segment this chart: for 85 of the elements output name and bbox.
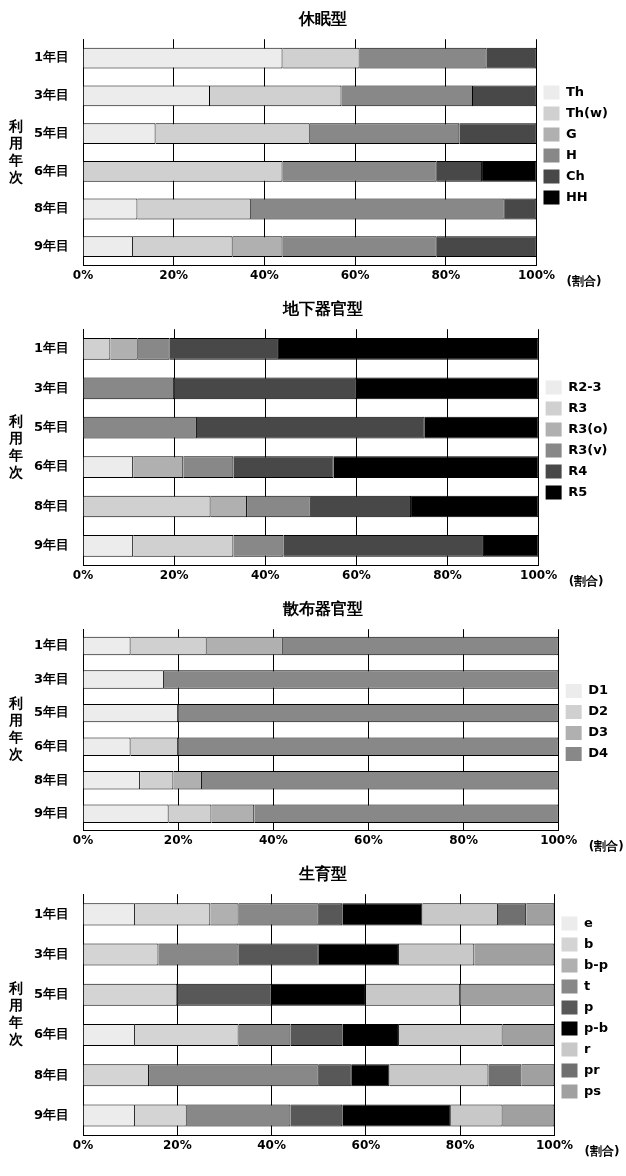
- x-tick-label: 80%: [433, 567, 462, 582]
- y-tick-label: 1年目: [34, 905, 70, 921]
- x-tick-label: 60%: [340, 267, 370, 282]
- y-tick-label: 9年目: [34, 238, 70, 254]
- legend-label: R4: [568, 462, 588, 478]
- legend-label: r: [583, 1040, 591, 1056]
- y-tick-label: 1年目: [34, 340, 70, 356]
- x-tick-label: 60%: [351, 1137, 381, 1152]
- x-tick-label: 0%: [72, 267, 94, 282]
- x-tick-label: 80%: [431, 267, 461, 282]
- chart-title: 休眠型: [298, 8, 347, 28]
- x-tick-label: 100%: [535, 1137, 574, 1152]
- y-tick-label: 3年目: [34, 670, 70, 686]
- y-tick-label: 1年目: [34, 49, 70, 65]
- x-tick-label: 40%: [250, 267, 279, 282]
- y-tick-label: 6年目: [34, 1026, 70, 1042]
- x-tick-label: 40%: [250, 567, 280, 582]
- y-tick-label: 6年目: [34, 738, 70, 754]
- legend-label: b-p: [583, 956, 609, 972]
- y-tick-label: 9年目: [34, 1106, 70, 1122]
- x-tick-label: 20%: [162, 1137, 192, 1152]
- legend-label: pr: [583, 1061, 601, 1077]
- x-axis-title: (割合): [584, 1143, 620, 1158]
- y-tick-label: 9年目: [34, 805, 70, 821]
- chart-title: 散布器官型: [282, 598, 363, 618]
- y-axis-title: 利用年次: [8, 117, 24, 185]
- y-tick-label: 5年目: [34, 124, 70, 140]
- x-axis-title: (割合): [588, 838, 624, 853]
- y-tick-label: 9年目: [34, 537, 70, 553]
- x-tick-label: 80%: [449, 832, 478, 847]
- legend-label: R2-3: [568, 378, 602, 394]
- y-tick-label: 8年目: [34, 771, 70, 787]
- x-tick-label: 20%: [159, 267, 189, 282]
- y-axis-title: 利用年次: [8, 980, 24, 1048]
- legend-label: e: [583, 914, 593, 930]
- legend-label: R3: [568, 399, 588, 415]
- y-tick-label: 5年目: [34, 704, 70, 720]
- x-tick-label: 100%: [517, 267, 556, 282]
- legend-label: Th: [565, 83, 585, 99]
- y-tick-label: 6年目: [34, 458, 70, 474]
- legend-label: Ch: [565, 167, 585, 183]
- legend-label: D2: [588, 703, 609, 719]
- legend-label: t: [583, 977, 591, 993]
- x-tick-label: 60%: [342, 567, 371, 582]
- x-tick-label: 0%: [72, 832, 94, 847]
- legend-label: b: [583, 935, 594, 951]
- legend-label: G: [565, 125, 577, 141]
- x-tick-label: 80%: [445, 1137, 475, 1152]
- legend-label: R5: [568, 483, 588, 499]
- legend-label: D3: [588, 724, 609, 740]
- x-axis-title: (割合): [568, 573, 604, 588]
- y-axis-title: 利用年次: [8, 695, 24, 763]
- y-tick-label: 5年目: [34, 986, 70, 1002]
- legend-label: Th(w): [565, 104, 608, 120]
- legend-label: H: [565, 146, 577, 162]
- y-axis-title: 利用年次: [8, 412, 24, 480]
- x-tick-label: 100%: [520, 567, 558, 582]
- legend-label: p-b: [583, 1019, 609, 1035]
- chart-title: 生育型: [298, 863, 347, 883]
- x-tick-label: 60%: [354, 832, 383, 847]
- y-tick-label: 3年目: [34, 379, 70, 395]
- legend-label: R3(v): [568, 441, 608, 457]
- y-tick-label: 1年目: [34, 637, 70, 653]
- legend-label: ps: [583, 1082, 602, 1098]
- x-tick-label: 100%: [540, 832, 578, 847]
- x-tick-label: 20%: [163, 832, 193, 847]
- y-tick-label: 6年目: [34, 162, 70, 178]
- y-tick-label: 8年目: [34, 200, 70, 216]
- x-tick-label: 0%: [72, 1137, 94, 1152]
- x-tick-label: 20%: [159, 567, 189, 582]
- legend-label: HH: [565, 188, 588, 204]
- y-tick-label: 3年目: [34, 87, 70, 103]
- x-axis-title: (割合): [566, 273, 602, 288]
- y-tick-label: 3年目: [34, 945, 70, 961]
- legend-label: D1: [588, 682, 609, 698]
- legend-label: R3(o): [568, 420, 609, 436]
- y-tick-label: 8年目: [34, 1066, 70, 1082]
- x-tick-label: 0%: [72, 567, 94, 582]
- legend-label: D4: [588, 745, 609, 761]
- y-tick-label: 5年目: [34, 419, 70, 435]
- legend-label: p: [583, 998, 594, 1014]
- y-tick-label: 8年目: [34, 497, 70, 513]
- x-tick-label: 40%: [257, 1137, 286, 1152]
- chart-title: 地下器官型: [282, 298, 363, 318]
- x-tick-label: 40%: [258, 832, 288, 847]
